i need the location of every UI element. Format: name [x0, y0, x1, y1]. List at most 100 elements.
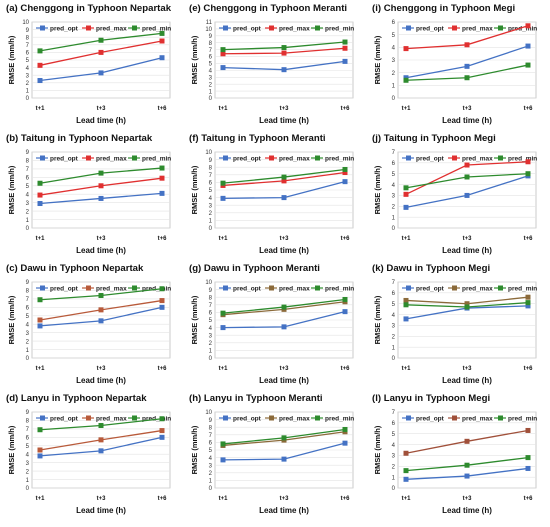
data-point-pred_max — [159, 298, 165, 304]
data-point-pred_opt — [525, 43, 531, 49]
legend-label: pred_max — [96, 285, 127, 292]
chart-panel-1: (a) Chenggong in Typhoon Nepartak 01 2 34 56… — [6, 3, 172, 125]
x-tick-label: t+3 — [463, 366, 473, 372]
y-axis-label: RMSE (mm/h) — [7, 295, 16, 344]
y-tick-label: 2 — [392, 71, 396, 77]
y-tick-label: 2 — [209, 211, 213, 217]
legend-marker — [223, 415, 228, 421]
data-point-pred_max — [98, 183, 104, 189]
y-axis-label: RMSE (mm/h) — [190, 295, 199, 344]
y-tick-label: 5 — [392, 172, 396, 178]
data-point-pred_min — [281, 174, 287, 180]
legend-label: pred_min — [508, 25, 537, 32]
y-axis-label: RMSE (mm/h) — [7, 425, 16, 474]
legend-marker — [223, 285, 228, 291]
data-point-pred_opt — [464, 473, 470, 479]
y-tick-label: 1 — [392, 215, 396, 221]
data-point-pred_min — [464, 304, 470, 310]
chart-title: (i) Chenggong in Typhoon Megi — [372, 3, 515, 14]
legend-label: pred_min — [508, 285, 537, 292]
x-axis-label: Lead time (h) — [259, 246, 309, 255]
data-point-pred_max — [342, 45, 348, 51]
legend-label: pred_opt — [416, 155, 445, 162]
data-point-pred_opt — [525, 465, 531, 471]
x-tick-label: t+1 — [36, 236, 46, 242]
x-tick-label: t+3 — [463, 496, 473, 502]
y-tick-label: 6 — [209, 311, 213, 317]
y-tick-label: 5 — [392, 302, 396, 308]
y-tick-label: 1 — [209, 219, 213, 225]
y-tick-label: 2 — [209, 82, 213, 88]
data-point-pred_min — [525, 455, 531, 461]
y-tick-label: 1 — [392, 345, 396, 351]
legend-marker — [498, 415, 503, 421]
legend-marker — [132, 285, 137, 291]
legend-marker — [40, 155, 45, 161]
y-tick-label: 5 — [392, 33, 396, 39]
x-tick-label: t+6 — [158, 366, 168, 372]
y-tick-label: 7 — [392, 280, 396, 286]
legend-label: pred_opt — [233, 25, 262, 32]
y-tick-label: 8 — [209, 41, 213, 47]
legend-marker — [315, 285, 320, 291]
x-tick-label: t+6 — [524, 106, 534, 112]
data-point-pred_opt — [37, 453, 43, 459]
y-tick-label: 1 — [209, 479, 213, 485]
y-tick-label: 3 — [26, 331, 30, 337]
y-tick-label: 4 — [392, 313, 396, 319]
data-point-pred_opt — [37, 78, 43, 84]
legend-marker — [315, 155, 320, 161]
x-axis-label: Lead time (h) — [76, 376, 126, 385]
legend-marker — [269, 285, 274, 291]
y-tick-label: 10 — [205, 280, 212, 286]
data-point-pred_min — [403, 77, 409, 83]
y-tick-label: 0 — [209, 96, 213, 102]
y-axis-label: RMSE (mm/h) — [373, 425, 382, 474]
y-tick-label: 4 — [26, 452, 30, 458]
y-tick-label: 9 — [26, 28, 30, 34]
data-point-pred_opt — [342, 440, 348, 446]
data-point-pred_opt — [98, 448, 104, 454]
legend-label: pred_min — [325, 285, 354, 292]
y-tick-label: 6 — [209, 55, 213, 61]
legend-marker — [40, 415, 45, 421]
data-point-pred_opt — [159, 190, 165, 196]
legend-marker — [406, 25, 411, 31]
y-tick-label: 7 — [209, 303, 213, 309]
data-point-pred_max — [403, 191, 409, 197]
data-point-pred_min — [403, 468, 409, 474]
data-point-pred_min — [525, 62, 531, 68]
data-point-pred_opt — [159, 434, 165, 440]
data-point-pred_min — [159, 416, 165, 422]
y-tick-label: 8 — [209, 165, 213, 171]
data-point-pred_min — [37, 48, 43, 54]
y-tick-label: 0 — [26, 96, 30, 102]
legend-label: pred_max — [96, 155, 127, 162]
legend-marker — [40, 25, 45, 31]
y-tick-label: 3 — [26, 461, 30, 467]
legend-label: pred_opt — [50, 155, 79, 162]
y-tick-label: 3 — [26, 201, 30, 207]
y-tick-label: 4 — [392, 46, 396, 52]
x-tick-label: t+3 — [280, 366, 290, 372]
legend-marker — [498, 25, 503, 31]
chart-title: (k) Dawu in Typhoon Megi — [372, 263, 490, 274]
x-axis-label: Lead time (h) — [259, 116, 309, 125]
y-tick-label: 8 — [209, 295, 213, 301]
data-point-pred_opt — [403, 316, 409, 322]
legend-label: pred_max — [462, 285, 493, 292]
data-point-pred_opt — [37, 323, 43, 329]
data-point-pred_min — [525, 171, 531, 177]
x-axis-label: Lead time (h) — [76, 246, 126, 255]
y-tick-label: 5 — [209, 448, 213, 454]
y-tick-label: 7 — [209, 173, 213, 179]
data-point-pred_min — [464, 75, 470, 81]
legend-label: pred_opt — [233, 155, 262, 162]
y-tick-label: 4 — [209, 456, 213, 462]
data-point-pred_min — [98, 423, 104, 429]
y-tick-label: 9 — [26, 150, 30, 156]
data-point-pred_max — [464, 438, 470, 444]
chart-panel-4: (b) Taitung in Typhoon Nepartak 0 1 2 3 4 5 6 7 8… — [6, 133, 171, 255]
data-point-pred_min — [220, 310, 226, 316]
legend-marker — [406, 155, 411, 161]
